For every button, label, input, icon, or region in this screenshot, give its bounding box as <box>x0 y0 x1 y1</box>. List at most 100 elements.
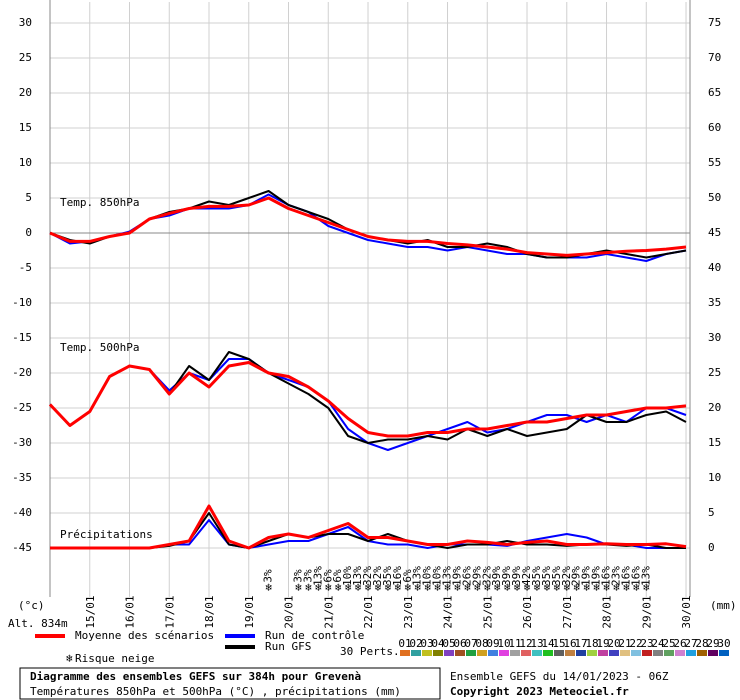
snow-icon: ❄ <box>414 581 421 594</box>
legend-label: 30 Perts. <box>340 645 400 658</box>
snow-icon: ❄ <box>583 581 590 594</box>
pert-swatch <box>686 650 696 656</box>
y-tick-label: -35 <box>12 471 32 484</box>
snow-label: 39% <box>500 566 513 586</box>
pert-swatch <box>620 650 630 656</box>
y2-tick-label: 55 <box>708 156 721 169</box>
snow-icon: ❄ <box>395 581 402 594</box>
snow-label: 26% <box>460 566 473 586</box>
snow-label: 16% <box>391 566 404 586</box>
snow-icon: ❄ <box>424 581 431 594</box>
y-tick-label: 25 <box>19 51 32 64</box>
snow-label: 39% <box>490 566 503 586</box>
snow-label: 39% <box>510 566 523 586</box>
pert-swatch <box>697 650 707 656</box>
pert-label: 20 <box>607 637 620 650</box>
y-tick-label: -15 <box>12 331 32 344</box>
y-tick-label: -45 <box>12 541 32 554</box>
snow-icon: ❄ <box>385 581 392 594</box>
pert-swatch <box>411 650 421 656</box>
snow-label: 29% <box>570 566 583 586</box>
snow-icon: ❄ <box>375 581 382 594</box>
y-tick-label: 5 <box>25 191 32 204</box>
pert-label: 25 <box>662 637 675 650</box>
x-tick-label: 22/01 <box>362 595 375 628</box>
legend: ❄ Risque neige 30 Perts. Run de contrôle… <box>35 629 731 665</box>
snow-label: 19% <box>450 566 463 586</box>
pert-label: 16 <box>563 637 576 650</box>
x-tick-label: 26/01 <box>521 595 534 628</box>
plot-area <box>48 0 691 597</box>
snow-icon: ❄ <box>365 581 372 594</box>
pert-swatch <box>598 650 608 656</box>
snow-icon: ❄ <box>643 581 650 594</box>
y2-tick-label: 45 <box>708 226 721 239</box>
legend-label: Moyenne des scénarios <box>75 629 214 642</box>
x-tick-label: 15/01 <box>84 595 97 628</box>
pert-swatch <box>444 650 454 656</box>
snow-icon: ❄ <box>474 581 481 594</box>
snow-label: 3% <box>291 569 304 583</box>
snow-label: 13% <box>441 566 454 586</box>
pert-label: 22 <box>629 637 642 650</box>
snow-icon: ❄ <box>355 581 362 594</box>
snow-label: 10% <box>431 566 444 586</box>
snow-icon: ❄ <box>603 581 610 594</box>
snow-label: 6% <box>331 569 344 583</box>
pert-label: 24 <box>651 637 665 650</box>
y-axis-label: (°c) <box>18 599 45 612</box>
pert-label: 30 <box>717 637 730 650</box>
snow-label: 32% <box>560 566 573 586</box>
pert-label: 07 <box>464 637 477 650</box>
snow-label: 19% <box>590 566 603 586</box>
y-tick-label: 30 <box>19 16 32 29</box>
snow-label: 35% <box>381 566 394 586</box>
chart-subtitle: Températures 850hPa et 500hPa (°C) , pré… <box>30 685 401 698</box>
x-tick-label: 17/01 <box>163 595 176 628</box>
pert-swatch <box>675 650 685 656</box>
y-tick-label: -30 <box>12 436 32 449</box>
y-tick-label: 20 <box>19 86 32 99</box>
series-line <box>50 504 687 550</box>
pert-label: 29 <box>706 637 719 650</box>
snow-icon: ❄ <box>315 581 322 594</box>
snow-icon: ❄ <box>563 581 570 594</box>
pert-swatch <box>532 650 542 656</box>
pert-label: 28 <box>695 637 708 650</box>
snow-label: 32% <box>371 566 384 586</box>
y-tick-label: -20 <box>12 366 32 379</box>
y-tick-label: 10 <box>19 156 32 169</box>
pert-swatch <box>609 650 619 656</box>
copyright: Copyright 2023 Meteociel.fr <box>450 685 629 698</box>
pert-swatch <box>653 650 663 656</box>
snow-icon: ❄ <box>464 581 471 594</box>
snow-icon: ❄ <box>534 581 541 594</box>
pert-label: 27 <box>684 637 697 650</box>
pert-label: 23 <box>640 637 653 650</box>
snow-icon: ❄ <box>524 581 531 594</box>
pert-label: 02 <box>409 637 422 650</box>
pert-swatch <box>433 650 443 656</box>
y2-tick-label: 50 <box>708 191 721 204</box>
y-tick-label: -25 <box>12 401 32 414</box>
snow-label: 3% <box>301 569 314 583</box>
snow-label: 10% <box>421 566 434 586</box>
pert-swatch <box>477 650 487 656</box>
pert-swatch <box>455 650 465 656</box>
pert-swatch <box>543 650 553 656</box>
snow-icon: ❄ <box>504 581 511 594</box>
pert-label: 03 <box>420 637 433 650</box>
snow-icon: ❄ <box>335 581 342 594</box>
snow-label: 35% <box>550 566 563 586</box>
panel-label: Précipitations <box>60 528 153 541</box>
pert-label: 04 <box>431 637 445 650</box>
y2-tick-label: 25 <box>708 366 721 379</box>
pert-swatch <box>488 650 498 656</box>
pert-label: 06 <box>453 637 466 650</box>
legend-label: Run GFS <box>265 640 311 653</box>
snow-label: 16% <box>619 566 632 586</box>
x-tick-label: 16/01 <box>124 595 137 628</box>
series-line <box>48 361 687 438</box>
snow-icon: ❄ <box>573 581 580 594</box>
